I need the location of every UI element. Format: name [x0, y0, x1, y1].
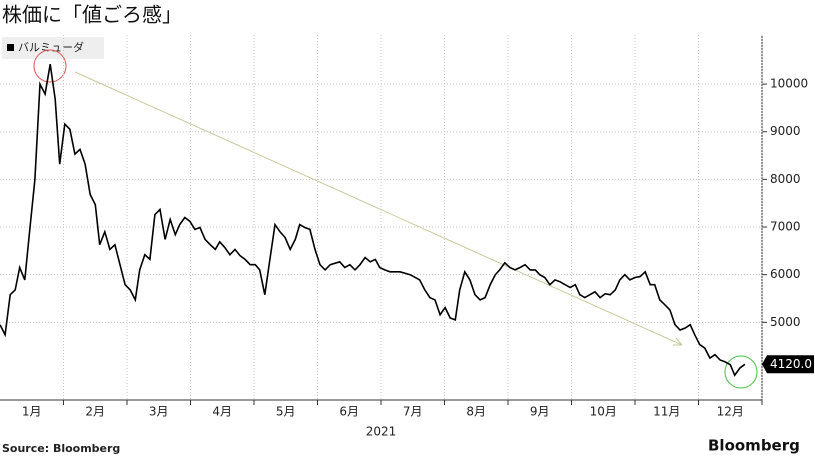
- legend-swatch: [7, 44, 14, 51]
- y-tick-label: 6000: [770, 267, 801, 281]
- legend-label: バルミューダ: [18, 40, 84, 54]
- brand: Bloomberg: [708, 437, 800, 455]
- x-tick-label: 2月: [85, 405, 105, 419]
- x-tick-label: 6月: [339, 405, 359, 419]
- source: Source: Bloomberg: [2, 442, 120, 455]
- y-tick-label: 5000: [770, 315, 801, 329]
- x-tick-label: 9月: [530, 405, 550, 419]
- y-tick-label: 7000: [770, 220, 801, 234]
- x-axis-label: 2021: [366, 425, 397, 439]
- trend-arrow: [74, 71, 683, 346]
- x-tick-label: 11月: [653, 405, 680, 419]
- last-value-tag: [762, 355, 814, 374]
- end-circle: [724, 355, 758, 389]
- arrow-head: [673, 337, 683, 346]
- x-tick-label: 7月: [403, 405, 423, 419]
- peak-circle: [33, 49, 67, 83]
- x-tick-label: 4月: [212, 405, 232, 419]
- last-value-label: 4120.0: [770, 357, 812, 371]
- x-tick-label: 5月: [276, 405, 296, 419]
- y-tick-label: 8000: [770, 172, 801, 186]
- x-tick-label: 3月: [149, 405, 169, 419]
- price-line: [0, 63, 746, 377]
- legend-box: [2, 37, 104, 59]
- x-tick-label: 1月: [22, 405, 42, 419]
- y-tick-label: 10000: [770, 77, 808, 91]
- x-tick-label: 8月: [466, 405, 486, 419]
- chart-title: 株価に「値ごろ感」: [2, 3, 182, 27]
- x-tick-label: 10月: [590, 405, 617, 419]
- y-tick-label: 9000: [770, 124, 801, 138]
- x-tick-label: 12月: [717, 405, 744, 419]
